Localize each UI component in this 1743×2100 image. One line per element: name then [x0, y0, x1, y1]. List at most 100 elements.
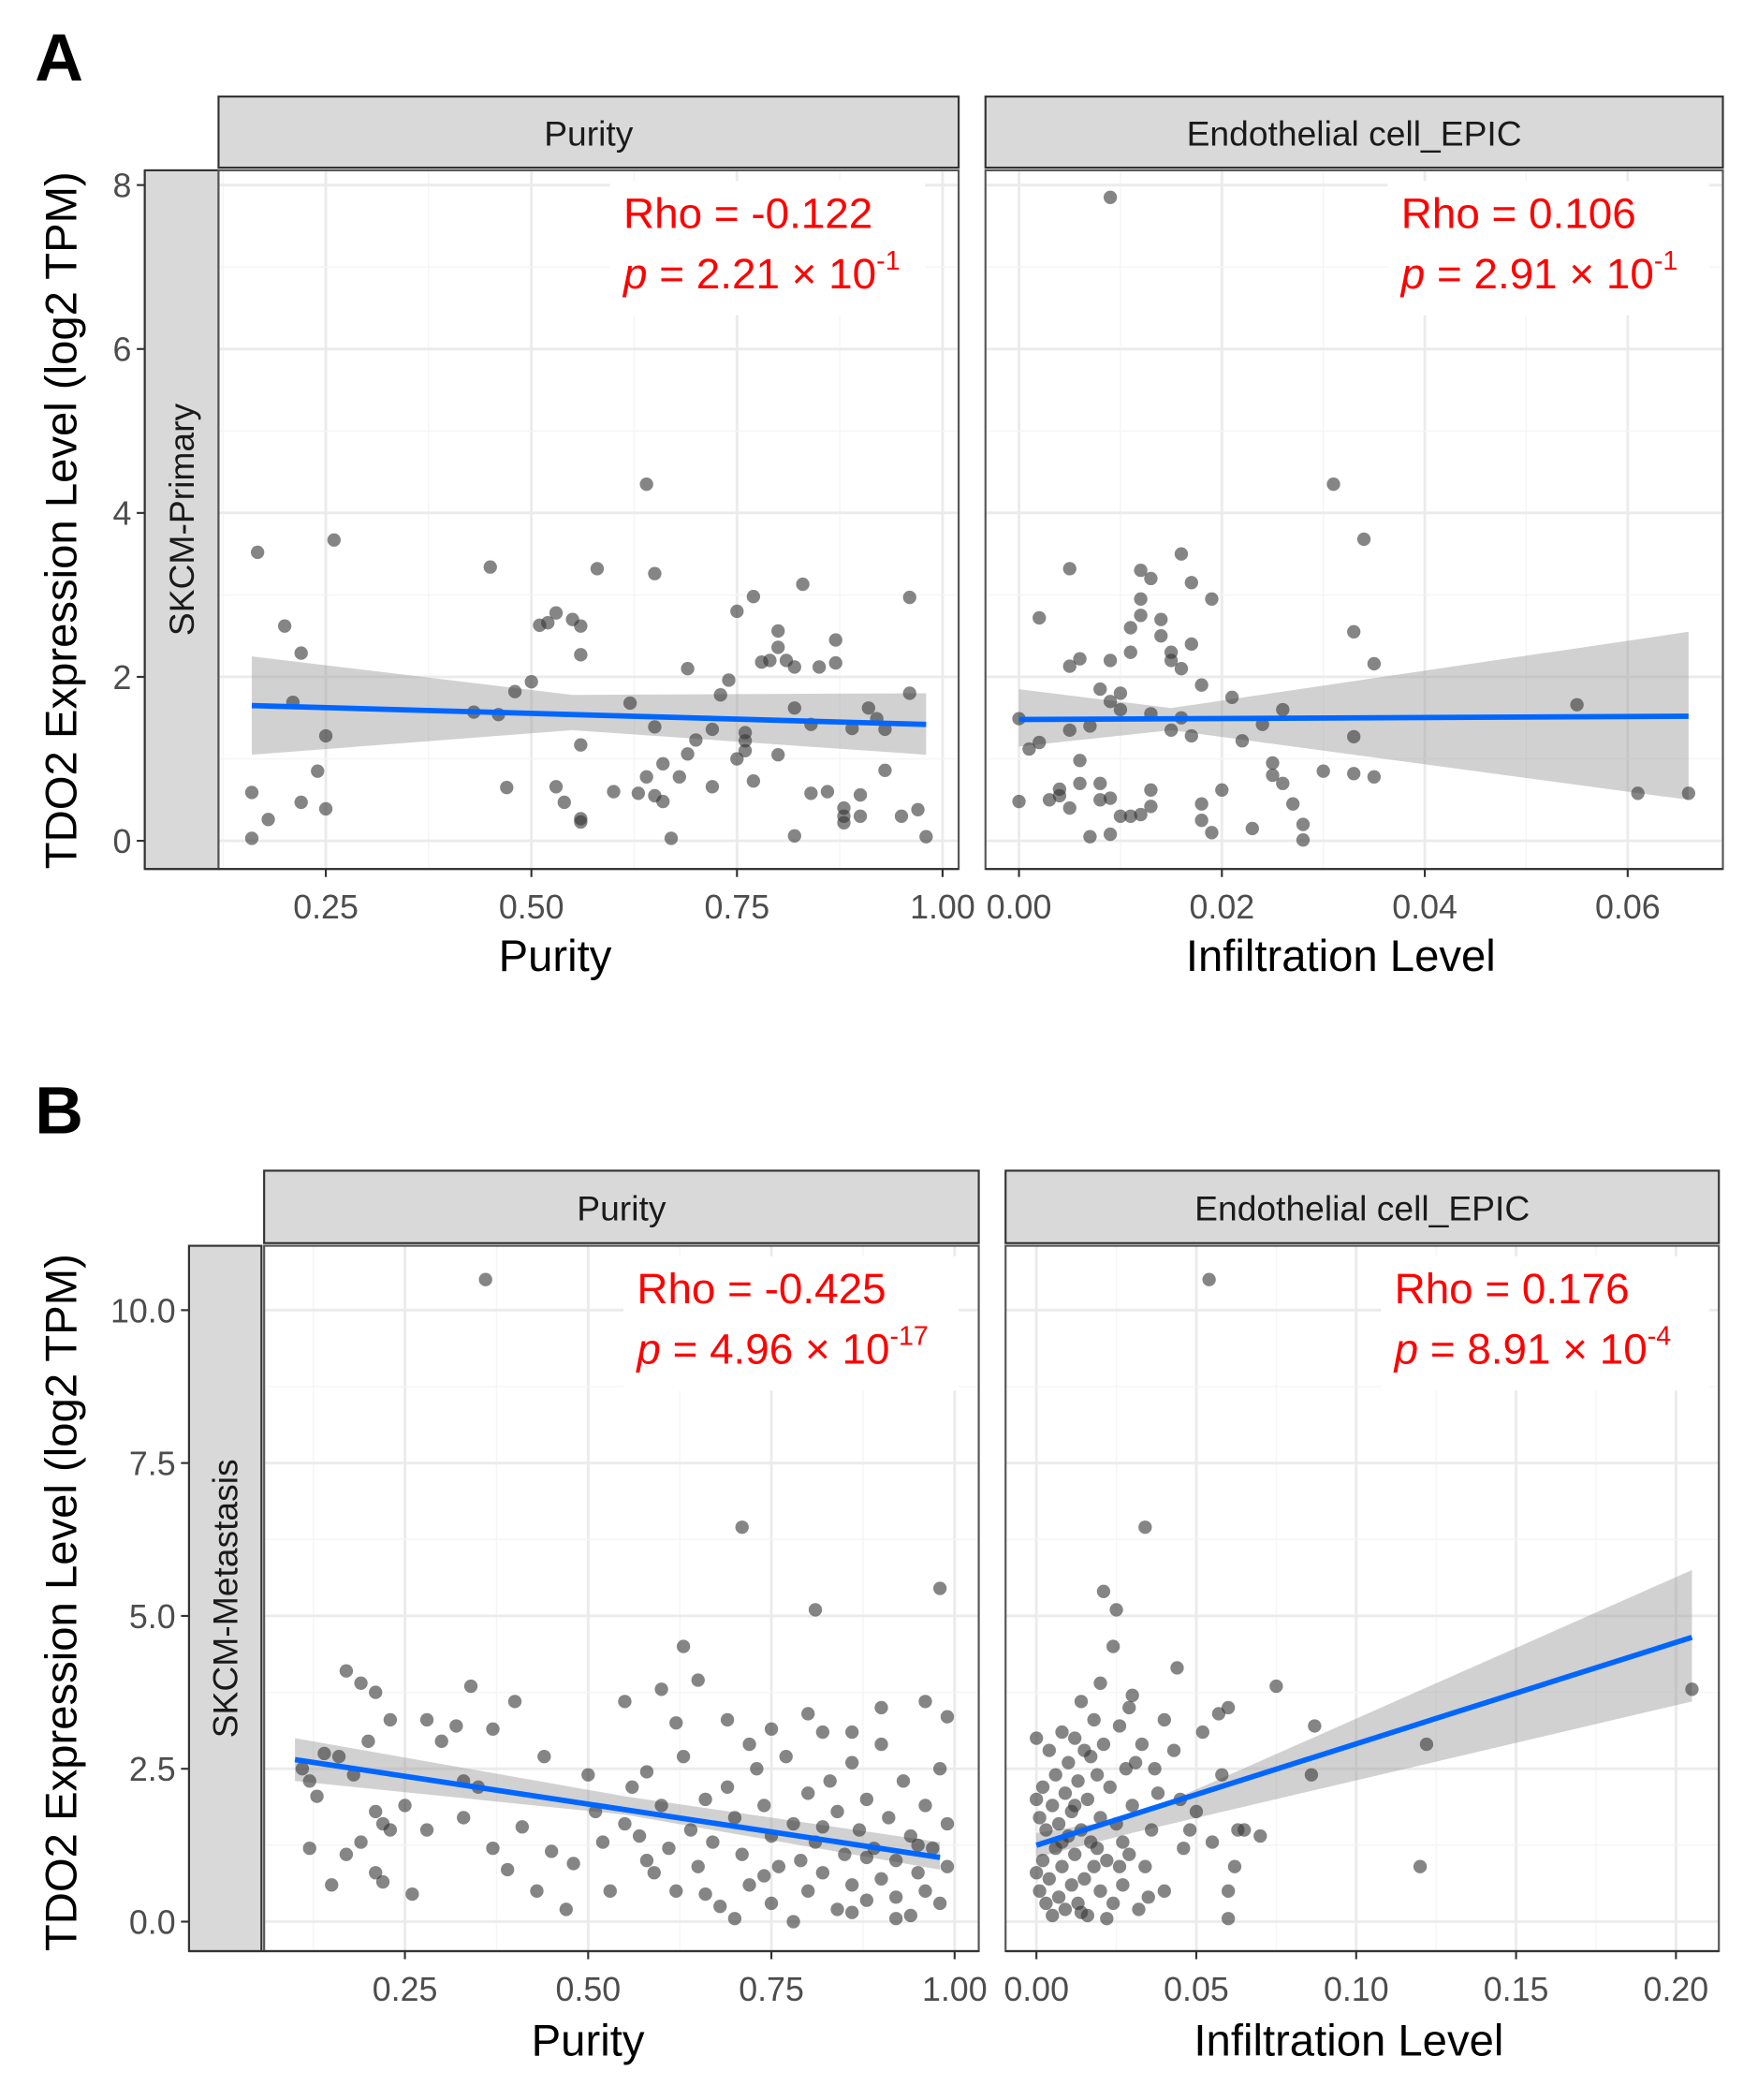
data-point: [889, 1890, 903, 1904]
data-point: [786, 1816, 800, 1831]
data-point: [250, 545, 265, 560]
data-point: [1144, 783, 1158, 797]
data-point: [801, 1884, 815, 1899]
facet-strip-label: Purity: [544, 113, 634, 153]
data-point: [713, 688, 727, 702]
x-tick-label: 0.25: [373, 1971, 438, 2008]
data-point: [1157, 1884, 1171, 1899]
data-point: [244, 831, 259, 845]
data-point: [656, 794, 670, 809]
data-point: [1356, 532, 1371, 547]
data-point: [845, 1755, 859, 1770]
data-point: [889, 1912, 903, 1926]
data-point: [1046, 1908, 1060, 1923]
facet-0: Rho = -0.122 p = 2.21 × 10-1 Purity 0.25 0.5…: [144, 95, 975, 981]
data-point: [1296, 833, 1311, 847]
data-point: [738, 743, 753, 757]
annotation-background: [609, 181, 926, 316]
regression-line: [1018, 713, 1689, 723]
y-tick-label: 8: [112, 168, 131, 205]
data-point: [1184, 576, 1198, 590]
data-point: [294, 795, 308, 810]
data-point: [1055, 1859, 1069, 1873]
data-point: [327, 533, 341, 547]
data-point: [874, 1700, 888, 1715]
facet-strip: [1004, 1169, 1721, 1244]
x-tick-label: 0.00: [1003, 1971, 1069, 2008]
data-point: [1174, 662, 1189, 676]
data-point: [1062, 723, 1077, 738]
data-point: [804, 786, 818, 800]
y-axis-title: TDO2 Expression Level (log2 TPM): [37, 1254, 87, 1951]
data-point: [720, 1780, 735, 1794]
y-axis-title: TDO2 Expression Level (log2 TPM): [37, 171, 87, 869]
data-point: [354, 1676, 368, 1690]
data-point: [1184, 728, 1198, 743]
data-point: [1083, 719, 1097, 733]
data-point: [1135, 1737, 1150, 1752]
data-point: [1093, 1884, 1107, 1899]
data-point: [1164, 645, 1179, 659]
data-point: [530, 1884, 544, 1899]
data-point: [1235, 734, 1250, 748]
data-point: [1090, 1768, 1105, 1782]
data-point: [1138, 1520, 1152, 1535]
data-point: [1103, 1780, 1117, 1794]
data-point: [1125, 1799, 1139, 1813]
annotation-background: [623, 1256, 959, 1391]
data-point: [1113, 809, 1128, 823]
data-point: [918, 1884, 932, 1899]
data-point: [631, 786, 646, 800]
data-point: [331, 1749, 346, 1764]
data-point: [787, 829, 801, 843]
data-point: [1316, 764, 1330, 778]
data-point: [1570, 698, 1584, 712]
regression-line: [1035, 1635, 1693, 1848]
data-point: [1062, 659, 1077, 673]
data-point: [1062, 1755, 1076, 1770]
data-point: [681, 747, 695, 761]
data-point: [1134, 592, 1148, 606]
data-point: [486, 1722, 500, 1736]
facet-strip: [984, 95, 1724, 169]
data-point: [1194, 814, 1208, 828]
data-point: [1116, 1835, 1130, 1849]
data-point: [618, 1695, 632, 1709]
data-point: [318, 801, 333, 816]
data-point: [244, 786, 259, 800]
data-point: [727, 1811, 742, 1825]
data-point: [1195, 1725, 1209, 1740]
data-point: [1093, 1676, 1107, 1690]
data-point: [1113, 702, 1128, 717]
data-point: [574, 619, 588, 633]
p-exponent: -1: [1654, 246, 1677, 276]
regression-line: [251, 702, 927, 727]
x-tick-label: 0.15: [1484, 1971, 1549, 2008]
data-point: [815, 1820, 830, 1834]
data-point: [1276, 702, 1290, 717]
data-point: [1084, 1749, 1098, 1764]
data-point: [689, 733, 703, 747]
x-tick-label: 0.06: [1595, 888, 1661, 926]
data-point: [457, 1811, 471, 1825]
y-tick-label: 4: [112, 495, 131, 533]
data-point: [1144, 1823, 1159, 1837]
data-point: [1052, 782, 1067, 797]
data-point: [632, 1828, 647, 1843]
data-point: [449, 1719, 463, 1733]
data-point: [830, 1804, 844, 1819]
data-point: [1134, 609, 1148, 623]
data-point: [317, 1746, 331, 1761]
data-point: [1103, 695, 1118, 709]
data-point: [1128, 1755, 1143, 1770]
data-point: [742, 1737, 756, 1752]
data-point: [294, 646, 308, 660]
data-point: [894, 809, 909, 823]
data-point: [771, 624, 785, 639]
p-value-label: p = 2.91 × 10-1: [1399, 246, 1678, 298]
data-point: [654, 1682, 668, 1696]
data-point: [574, 648, 588, 662]
data-point: [1347, 729, 1361, 744]
data-point: [1039, 1823, 1053, 1837]
regression-line: [294, 1756, 941, 1860]
